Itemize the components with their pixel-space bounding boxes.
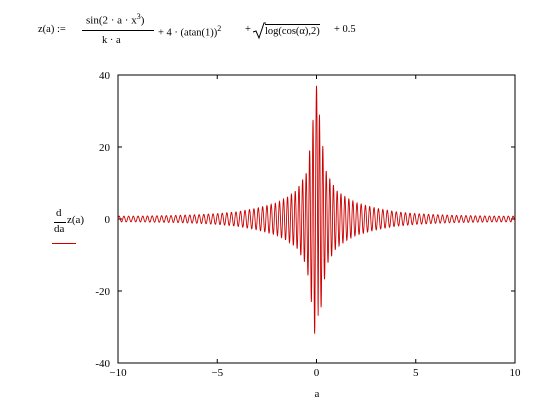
formula-denominator: k · a xyxy=(102,35,121,46)
x-tick-label: 5 xyxy=(413,367,419,379)
legend-line-sample xyxy=(52,243,76,244)
term-plus-text: + 4 · (atan(1)) xyxy=(158,27,218,39)
legend-z: z(a) xyxy=(67,214,85,226)
y-tick-label: 20 xyxy=(99,142,111,154)
y-tick-label: -20 xyxy=(95,286,110,298)
x-axis-label: a xyxy=(315,388,320,400)
formula-lhs: z(a) := xyxy=(38,24,66,35)
x-tick-label: 0 xyxy=(314,367,320,379)
sqrt-symbol xyxy=(252,22,266,40)
series-group xyxy=(117,85,516,334)
fraction-bar xyxy=(82,30,154,31)
y-tick-label: -40 xyxy=(95,358,110,370)
formula-definition: z(a) := sin(2 · a · x3) k · a + 4 · (ata… xyxy=(38,8,508,52)
legend: d da z(a) xyxy=(52,207,92,247)
term-exponent: 2 xyxy=(217,24,222,33)
formula-term-plus: + 4 · (atan(1))2 xyxy=(158,24,221,39)
x-tick-label: −5 xyxy=(211,367,223,379)
formula-term-plus2: + xyxy=(245,24,251,35)
series-line-derivative xyxy=(117,85,516,334)
formula-numerator: sin(2 · a · x3) xyxy=(86,12,144,27)
numerator-text: sin(2 · a · x xyxy=(86,14,137,27)
x-tick-label: −10 xyxy=(109,367,127,379)
numerator-exponent: 3 xyxy=(136,12,141,21)
tick-labels-group: −10 −5 0 5 10 40 20 0 -20 -40 xyxy=(95,70,521,379)
formula-term-plus3: + 0.5 xyxy=(334,24,356,35)
y-tick-label: 40 xyxy=(99,70,111,82)
y-tick-label: 0 xyxy=(105,214,111,226)
sqrt-content: log(cos(α),2) xyxy=(265,24,320,37)
legend-d-top: d xyxy=(56,207,62,219)
legend-da: da xyxy=(54,223,65,235)
legend-fraction-bar xyxy=(54,222,66,223)
x-tick-label: 10 xyxy=(510,367,522,379)
numerator-close: ) xyxy=(140,14,145,27)
